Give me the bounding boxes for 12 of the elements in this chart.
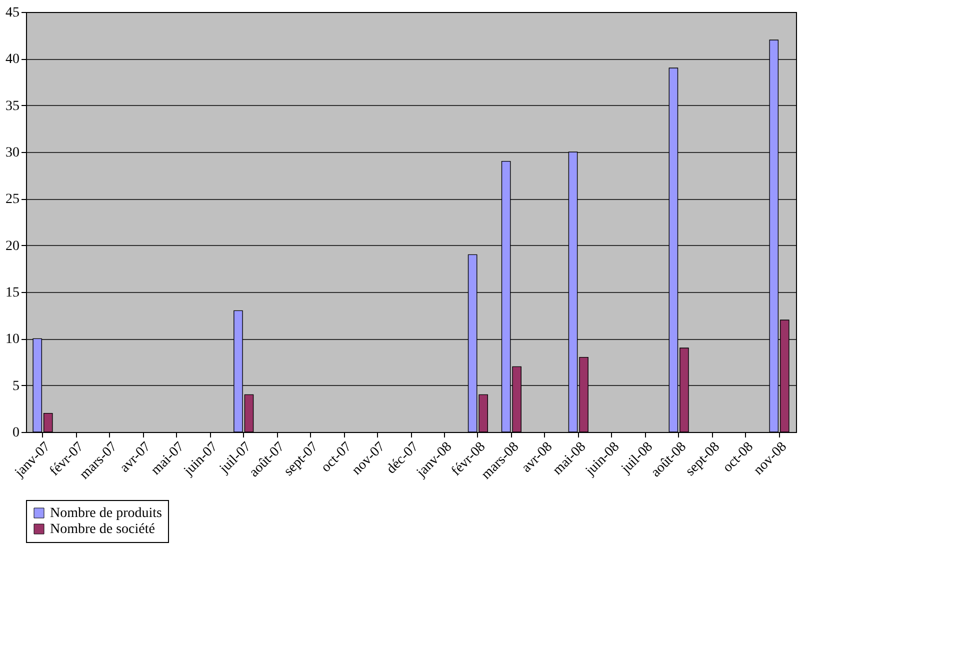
y-tick-label: 15 [6,286,20,300]
y-tick-label: 10 [6,332,20,348]
legend-label: Nombre de produits [50,506,162,521]
y-tick-label: 30 [6,146,20,160]
y-tick-label: 40 [6,52,20,68]
legend-label: Nombre de société [50,522,155,537]
y-tick-label: 35 [6,98,20,114]
y-tick-label: 20 [6,238,20,254]
y-tick-label: 45 [6,6,20,20]
y-tick-label: 5 [12,378,20,394]
y-tick-label: 25 [6,192,20,208]
y-tick-label: 0 [12,426,20,440]
